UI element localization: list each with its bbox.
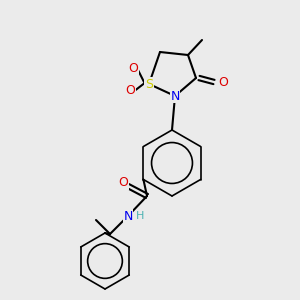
Text: O: O: [125, 83, 135, 97]
Text: H: H: [136, 211, 144, 221]
Text: N: N: [170, 89, 180, 103]
Text: O: O: [218, 76, 228, 88]
Text: O: O: [118, 176, 128, 190]
Text: S: S: [145, 77, 153, 91]
Text: N: N: [123, 209, 133, 223]
Text: O: O: [128, 61, 138, 74]
